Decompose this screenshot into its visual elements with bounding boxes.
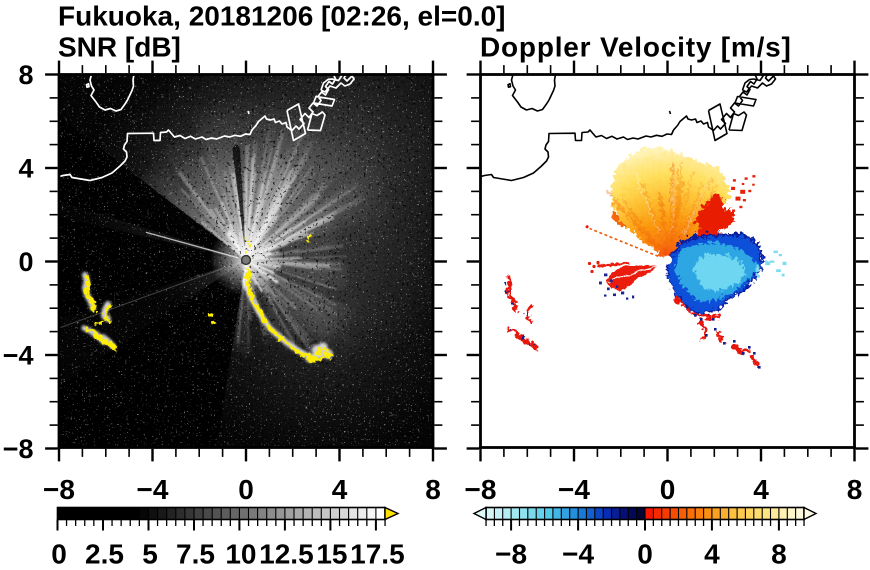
- svg-text:Fukuoka, 20181206 [02:26, el=0: Fukuoka, 20181206 [02:26, el=0.0]: [58, 1, 506, 32]
- svg-text:−8: −8: [43, 474, 75, 505]
- svg-text:12.5: 12.5: [259, 539, 314, 570]
- svg-text:0: 0: [637, 539, 653, 570]
- svg-text:0: 0: [18, 247, 33, 277]
- svg-text:Doppler Velocity [m/s]: Doppler Velocity [m/s]: [480, 32, 792, 63]
- svg-text:2.5: 2.5: [85, 539, 124, 570]
- svg-text:10: 10: [225, 539, 256, 570]
- svg-text:8: 8: [18, 60, 33, 90]
- svg-text:−8: −8: [3, 434, 34, 464]
- svg-text:4: 4: [332, 474, 348, 505]
- svg-text:8: 8: [847, 474, 863, 505]
- svg-text:−4: −4: [3, 341, 34, 371]
- svg-text:8: 8: [771, 539, 787, 570]
- svg-text:−4: −4: [562, 539, 594, 570]
- svg-text:0: 0: [660, 474, 676, 505]
- svg-text:15: 15: [316, 539, 347, 570]
- svg-text:−8: −8: [495, 539, 527, 570]
- svg-text:−8: −8: [465, 474, 497, 505]
- svg-text:5: 5: [142, 539, 158, 570]
- svg-text:−4: −4: [137, 474, 169, 505]
- svg-text:8: 8: [425, 474, 441, 505]
- svg-text:4: 4: [704, 539, 720, 570]
- svg-text:0: 0: [51, 539, 67, 570]
- svg-text:−4: −4: [558, 474, 590, 505]
- svg-text:7.5: 7.5: [176, 539, 215, 570]
- svg-text:4: 4: [18, 154, 33, 184]
- svg-text:SNR [dB]: SNR [dB]: [58, 32, 181, 63]
- svg-text:0: 0: [238, 474, 254, 505]
- svg-text:17.5: 17.5: [350, 539, 405, 570]
- svg-text:4: 4: [753, 474, 769, 505]
